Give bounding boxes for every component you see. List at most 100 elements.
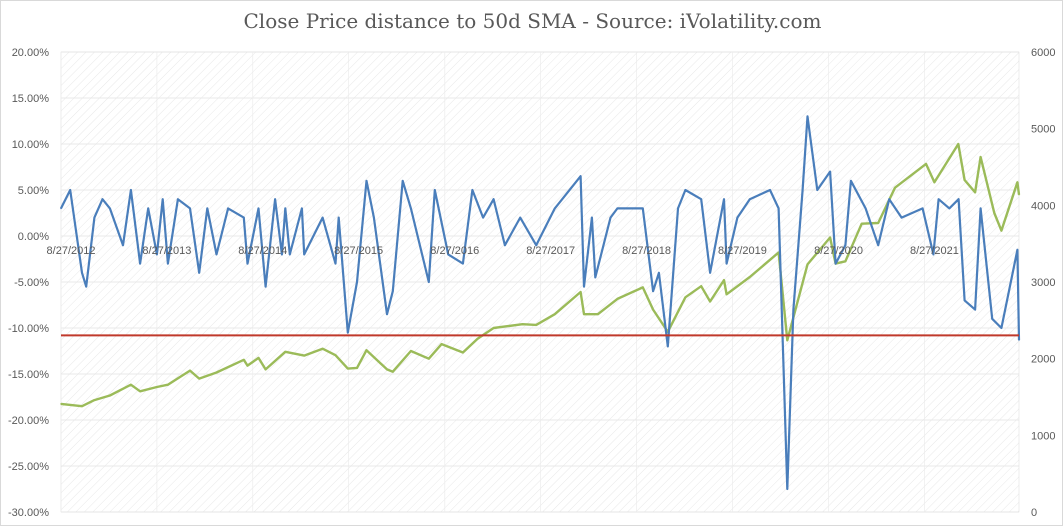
data-point	[535, 324, 537, 326]
data-point	[130, 189, 132, 191]
left-tick-label: 5.00%	[18, 185, 49, 197]
data-point	[215, 253, 218, 256]
right-tick-label: 3000	[1031, 277, 1055, 289]
data-point	[356, 281, 358, 283]
data-point	[597, 313, 599, 316]
data-point	[993, 212, 996, 214]
data-point	[60, 403, 62, 405]
left-tick-label: -25.00%	[8, 461, 49, 473]
data-point	[321, 347, 324, 350]
data-point	[386, 313, 388, 316]
left-tick-label: 10.00%	[12, 139, 50, 151]
data-point	[521, 323, 524, 325]
data-point	[921, 207, 924, 210]
data-point	[684, 296, 687, 299]
data-point	[243, 216, 245, 219]
chart-title: Close Price distance to 50d SMA - Source…	[243, 9, 822, 33]
data-point	[748, 276, 751, 278]
data-point	[932, 253, 935, 256]
data-point	[492, 198, 495, 200]
x-tick-label: 8/27/2020	[814, 245, 863, 257]
x-tick-label: 8/27/2017	[526, 245, 575, 257]
data-point	[888, 198, 891, 200]
data-point	[243, 359, 245, 361]
data-point	[979, 156, 982, 158]
data-point	[844, 244, 847, 246]
data-point	[427, 357, 430, 360]
data-point	[139, 390, 141, 393]
data-point	[979, 207, 982, 210]
left-tick-label: -10.00%	[8, 323, 49, 335]
right-tick-label: 2000	[1031, 354, 1055, 366]
data-point	[288, 253, 291, 256]
data-point	[709, 272, 711, 274]
data-point	[189, 207, 191, 210]
data-point	[356, 367, 358, 369]
data-point	[801, 189, 804, 191]
data-point	[109, 394, 111, 397]
data-point	[937, 198, 940, 200]
data-point	[579, 291, 582, 293]
data-point	[554, 313, 556, 316]
data-point	[130, 383, 132, 386]
data-point	[410, 350, 412, 352]
data-point	[198, 272, 200, 274]
data-point	[198, 377, 200, 380]
data-point	[777, 207, 780, 210]
data-point	[850, 180, 852, 182]
data-point	[69, 189, 71, 191]
data-point	[723, 198, 725, 200]
data-point	[616, 207, 619, 210]
data-point	[476, 337, 479, 340]
data-point	[519, 216, 521, 219]
data-point	[864, 207, 867, 210]
x-tick-label: 8/27/2015	[334, 245, 383, 257]
data-point	[334, 354, 337, 357]
data-point	[139, 262, 141, 265]
data-point	[177, 198, 179, 200]
right-tick-label: 4000	[1031, 200, 1055, 212]
data-point	[1000, 327, 1003, 329]
data-point	[462, 351, 464, 354]
data-point	[246, 364, 249, 367]
data-point	[167, 262, 169, 265]
data-point	[642, 286, 644, 289]
data-point	[709, 300, 711, 303]
data-point	[391, 370, 394, 373]
data-point	[1016, 249, 1019, 251]
data-point	[748, 198, 751, 200]
data-point	[591, 216, 593, 219]
right-axis: 6000 5000 4000 3000 2000 1000 0	[1031, 47, 1055, 519]
data-point	[933, 181, 936, 184]
data-point	[1018, 339, 1020, 341]
data-point	[365, 349, 368, 352]
data-point	[462, 262, 464, 265]
data-point	[257, 357, 260, 359]
data-point	[677, 207, 679, 210]
data-point	[427, 281, 430, 283]
data-point	[1016, 181, 1019, 184]
data-point	[894, 186, 896, 189]
data-point	[652, 290, 654, 293]
data-point	[725, 293, 728, 296]
data-point	[948, 207, 951, 210]
left-tick-label: 20.00%	[12, 47, 50, 59]
data-point	[609, 216, 612, 219]
data-point	[652, 308, 654, 311]
data-point	[264, 368, 267, 371]
data-point	[633, 207, 636, 210]
data-point	[471, 189, 474, 191]
data-point	[365, 180, 368, 182]
data-point	[147, 207, 150, 210]
right-tick-label: 0	[1031, 507, 1037, 519]
x-tick-label: 8/27/2014	[238, 245, 287, 257]
data-point	[957, 143, 960, 145]
data-point	[440, 343, 443, 345]
data-point	[900, 216, 903, 219]
data-point	[829, 236, 831, 239]
data-point	[666, 345, 669, 348]
data-point	[963, 299, 966, 302]
data-point	[991, 318, 994, 320]
